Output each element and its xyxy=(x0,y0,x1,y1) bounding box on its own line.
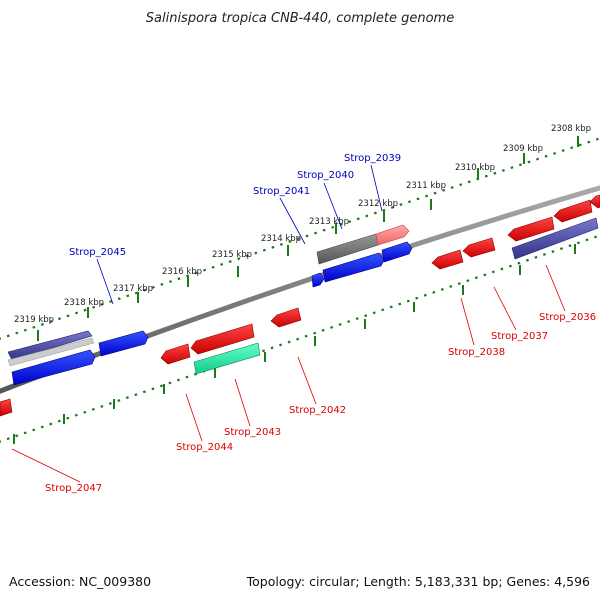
leader-line xyxy=(460,297,475,346)
gene-arrow-red[interactable] xyxy=(462,237,496,258)
gene-arrow-blue[interactable] xyxy=(98,330,149,357)
gene-arrow-pink[interactable] xyxy=(375,224,410,246)
gene-label-strop-2047[interactable]: Strop_2047 xyxy=(45,483,102,494)
gene-label-strop-2038[interactable]: Strop_2038 xyxy=(448,347,505,358)
gene-label-strop-2040[interactable]: Strop_2040 xyxy=(297,170,354,181)
gene-arrow-blue[interactable] xyxy=(11,349,96,386)
gene-label-strop-2045[interactable]: Strop_2045 xyxy=(69,247,126,258)
leader-line xyxy=(323,182,343,230)
leader-line xyxy=(11,448,81,483)
gene-arrow-grey[interactable] xyxy=(7,337,95,367)
gene-arrow-navy[interactable] xyxy=(7,330,93,361)
gene-arrow-red[interactable] xyxy=(589,194,600,209)
gene-label-strop-2041[interactable]: Strop_2041 xyxy=(253,186,310,197)
gene-arrow-red[interactable] xyxy=(507,216,555,242)
gene-arrow-red[interactable] xyxy=(160,343,191,365)
gene-arrow-blue[interactable] xyxy=(311,272,325,288)
leader-line xyxy=(185,393,203,442)
gene-label-strop-2043[interactable]: Strop_2043 xyxy=(224,427,281,438)
leader-line xyxy=(279,197,306,245)
gene-arrow-red[interactable] xyxy=(270,307,302,328)
gene-arrow-green[interactable] xyxy=(193,342,261,375)
gene-arrow-red[interactable] xyxy=(431,249,464,270)
genome-title: Salinispora tropica CNB-440, complete ge… xyxy=(146,11,454,26)
gene-label-strop-2036[interactable]: Strop_2036 xyxy=(539,312,596,323)
genome-summary-text: Topology: circular; Length: 5,183,331 bp… xyxy=(246,574,590,589)
gene-label-strop-2037[interactable]: Strop_2037 xyxy=(491,331,548,342)
leader-line xyxy=(493,286,517,331)
scale-label: 2316 kbp xyxy=(162,267,202,277)
scale-label: 2314 kbp xyxy=(261,234,301,244)
gene-label-strop-2044[interactable]: Strop_2044 xyxy=(176,442,233,453)
scale-label: 2319 kbp xyxy=(14,315,54,325)
gene-arrow-red[interactable] xyxy=(190,323,255,355)
leader-line xyxy=(96,258,114,305)
scale-label: 2315 kbp xyxy=(212,250,252,260)
scale-label: 2317 kbp xyxy=(113,284,153,294)
leader-line xyxy=(545,264,566,312)
gene-arrow-blue[interactable] xyxy=(381,241,413,263)
reverse-major-ticks xyxy=(13,244,576,444)
reverse-leader-lines xyxy=(11,264,566,483)
accession-text: Accession: NC_009380 xyxy=(9,574,151,589)
forward-leader-lines xyxy=(96,164,383,305)
scale-label: 2311 kbp xyxy=(406,181,446,191)
scale-label: 2312 kbp xyxy=(358,199,398,209)
reverse-genes xyxy=(0,194,600,417)
gene-label-strop-2039[interactable]: Strop_2039 xyxy=(344,153,401,164)
gene-arrow-red[interactable] xyxy=(553,199,593,223)
scale-label: 2308 kbp xyxy=(551,124,591,134)
forward-major-ticks xyxy=(37,136,579,341)
scale-label: 2309 kbp xyxy=(503,144,543,154)
leader-line xyxy=(234,378,251,427)
gene-arrow-navy[interactable] xyxy=(511,217,599,260)
gene-arrow-blue[interactable] xyxy=(322,252,385,283)
forward-scale-track xyxy=(0,137,600,340)
leader-line xyxy=(297,356,317,405)
forward-genes xyxy=(7,224,413,386)
gene-arrow-red[interactable] xyxy=(0,398,13,417)
gene-label-strop-2042[interactable]: Strop_2042 xyxy=(289,405,346,416)
reverse-scale-track xyxy=(0,234,600,443)
scale-label: 2318 kbp xyxy=(64,298,104,308)
leader-line xyxy=(370,164,383,212)
scale-label: 2310 kbp xyxy=(455,163,495,173)
scale-label: 2313 kbp xyxy=(309,217,349,227)
